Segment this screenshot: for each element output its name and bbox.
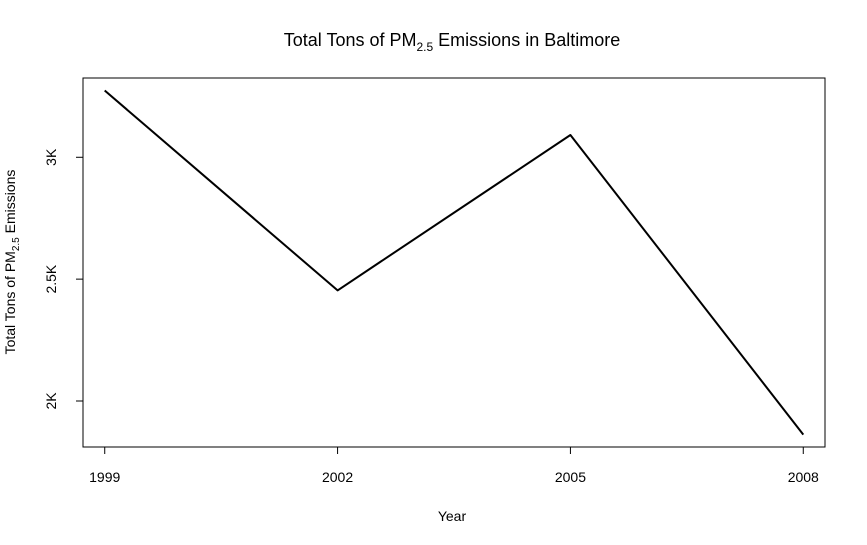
plot-area-frame — [82, 77, 826, 448]
x-tick-label: 1999 — [89, 469, 120, 485]
y-tick-label: 3K — [43, 148, 59, 166]
x-axis: 1999 2002 2005 2008 — [89, 446, 819, 485]
x-axis-label: Year — [438, 508, 467, 524]
x-tick-label: 2008 — [788, 469, 819, 485]
x-tick-label: 2005 — [555, 469, 586, 485]
y-tick-label: 2K — [43, 392, 59, 410]
series-line — [104, 89, 805, 436]
chart-title: Total Tons of PM2.5 Emissions in Baltimo… — [284, 30, 620, 54]
y-tick-label: 2.5K — [43, 264, 59, 293]
y-axis-label: Total Tons of PM2.5 Emissions — [2, 170, 22, 355]
series-layer — [104, 89, 805, 436]
y-axis: 2K 2.5K 3K — [43, 148, 84, 410]
x-tick-label: 2002 — [322, 469, 353, 485]
